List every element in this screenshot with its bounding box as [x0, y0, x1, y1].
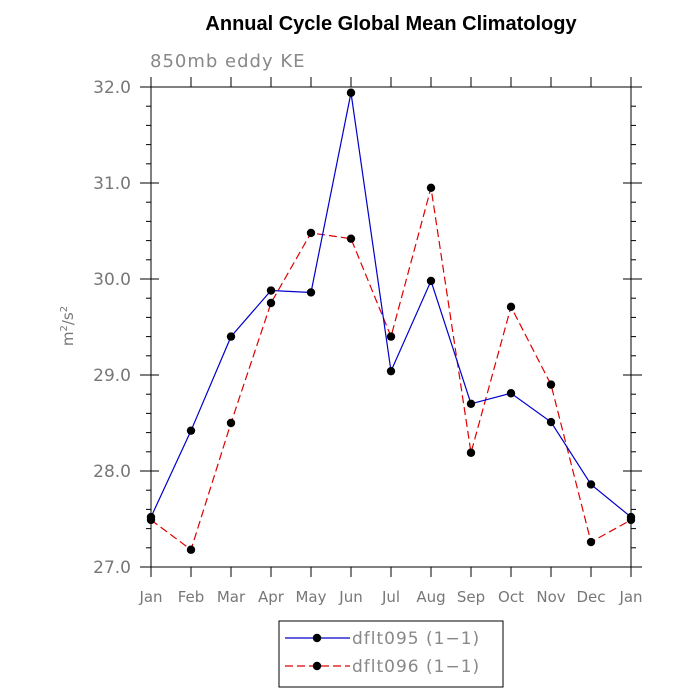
- x-tick-label: Feb: [178, 588, 205, 606]
- x-tick-label: Aug: [416, 588, 445, 606]
- series-1-point: [306, 228, 316, 238]
- y-tick-labels: 27.0 28.0 29.0 30.0 31.0 32.0: [93, 78, 131, 578]
- series-1-point: [346, 234, 356, 243]
- series-1-point: [386, 332, 396, 341]
- legend-label-1: dflt096 (1−1): [352, 657, 480, 677]
- x-tick-label: Oct: [498, 588, 524, 606]
- y-tick-label: 31.0: [93, 174, 131, 194]
- y-axis-label: m2/s2: [59, 306, 77, 346]
- series-0-point: [386, 366, 396, 376]
- chart-subtitle: 850mb eddy KE: [150, 51, 306, 72]
- series-1-point: [506, 302, 516, 312]
- y-axis-label-exp2: 2: [59, 306, 70, 312]
- series-1-point: [266, 298, 276, 308]
- series-0-point: [506, 389, 516, 398]
- series-0-point: [186, 426, 196, 435]
- chart-title: Annual Cycle Global Mean Climatology: [205, 13, 577, 35]
- series-0-point: [466, 399, 476, 408]
- x-tick-label: Nov: [536, 588, 565, 606]
- x-tick-label: May: [295, 588, 326, 606]
- y-tick-label: 32.0: [93, 78, 131, 98]
- x-tick-label: Jun: [338, 588, 362, 606]
- series-1-point: [426, 183, 436, 192]
- y-tick-label: 29.0: [93, 366, 131, 386]
- series-1-point: [586, 537, 596, 547]
- x-tick-label: Apr: [258, 588, 285, 606]
- series-1-point: [626, 515, 636, 525]
- legend-box: [278, 620, 504, 688]
- series-1-point: [226, 418, 236, 428]
- x-tick-label: Jan: [138, 588, 162, 606]
- x-tick-label: Mar: [217, 588, 246, 606]
- y-axis-label-mid: /s: [59, 312, 77, 325]
- series-0-point: [426, 276, 436, 286]
- plot-frame: [150, 86, 632, 568]
- series-0-point: [346, 88, 356, 97]
- y-tick-label: 30.0: [93, 270, 131, 290]
- x-tick-label: Dec: [576, 588, 605, 606]
- x-tick-label: Jul: [381, 588, 400, 606]
- series-1-point: [466, 448, 476, 457]
- series-1-point: [146, 515, 156, 525]
- y-tick-label: 27.0: [93, 558, 131, 578]
- legend-marker-0: [312, 633, 322, 643]
- y-tick-label: 28.0: [93, 462, 131, 482]
- axis-ticks: [140, 77, 642, 577]
- x-tick-labels: Jan Feb Mar Apr May Jun Jul Aug Sep Oct Nov Dec Jan: [138, 588, 642, 606]
- series-group: [146, 88, 636, 554]
- series-1-point: [186, 545, 196, 554]
- series-0-point: [266, 286, 276, 295]
- legend-marker-1: [312, 661, 322, 671]
- series-0-point: [226, 332, 236, 341]
- series-0-point: [586, 480, 596, 489]
- legend: dflt095 (1−1) dflt096 (1−1): [278, 620, 504, 688]
- x-tick-label: Jan: [618, 588, 642, 606]
- y-axis-label-exp1: 2: [59, 325, 70, 331]
- series-0-point: [546, 417, 556, 427]
- series-1-point: [546, 380, 556, 389]
- y-axis-label-base: m: [59, 332, 77, 347]
- x-tick-label: Sep: [457, 588, 485, 606]
- series-line-0: [150, 92, 632, 518]
- legend-label-0: dflt095 (1−1): [352, 629, 480, 649]
- series-0-point: [306, 288, 316, 297]
